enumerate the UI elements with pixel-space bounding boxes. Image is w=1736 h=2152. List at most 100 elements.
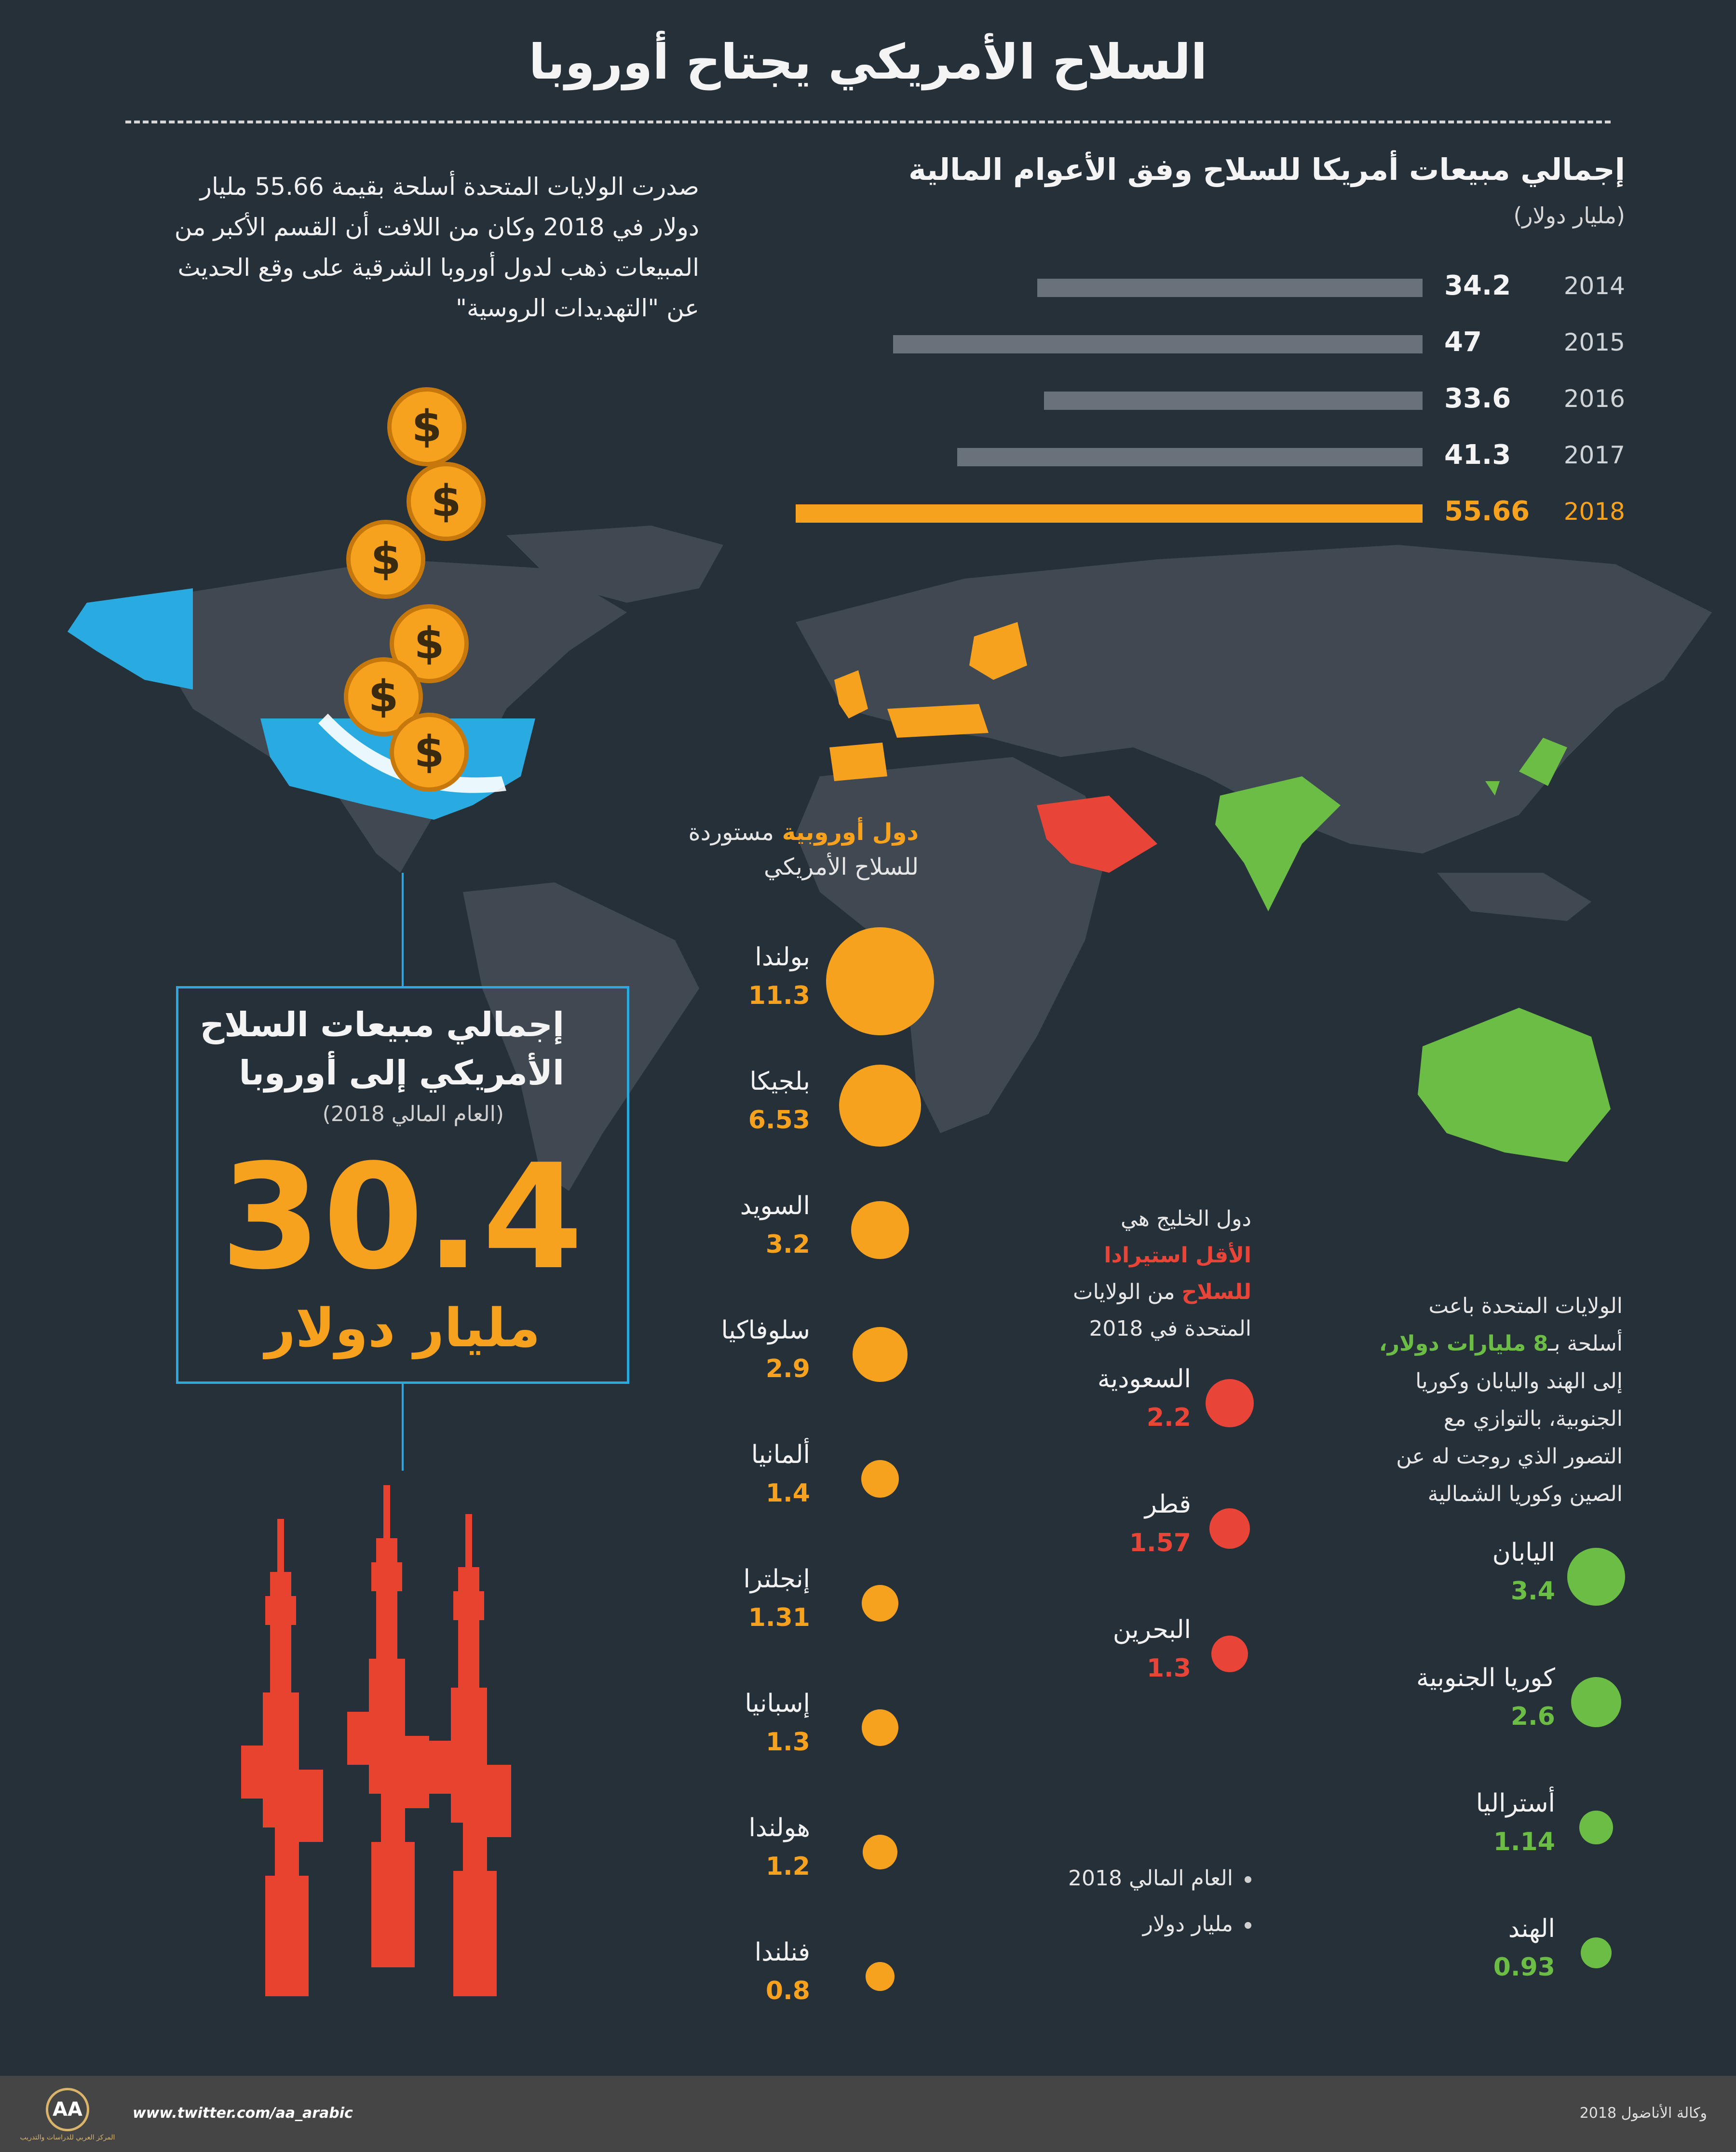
europe-bubble (851, 1201, 909, 1259)
gulf-bubble (1211, 1635, 1248, 1673)
bars-unit: (مليار دولار) (1513, 203, 1625, 229)
footer-credit: وكالة الأناضول 2018 (1579, 2105, 1707, 2122)
bar-year: 2017 (1563, 441, 1625, 469)
asia-value: 2.6 (1510, 1702, 1555, 1731)
asia-name: كوريا الجنوبية (1416, 1664, 1555, 1692)
asia-bubble (1581, 1937, 1612, 1968)
gulf-line1: دول الخليج هي (1121, 1206, 1251, 1231)
europe-bubble (826, 927, 934, 1035)
europe-name: ألمانيا (751, 1440, 810, 1469)
europe-name: إسبانيا (745, 1689, 810, 1718)
dollar-coin-icon: $ (407, 462, 486, 541)
bar-value: 55.66 (1444, 496, 1530, 527)
gulf-name: السعودية (1097, 1365, 1191, 1394)
europe-heading: دول أوروبية مستوردة للسلاح الأمريكي (688, 815, 919, 884)
europe-bubble (861, 1460, 899, 1498)
asia-name: اليابان (1492, 1538, 1555, 1567)
europe-bubble (839, 1064, 922, 1147)
gulf-bubble (1206, 1379, 1254, 1427)
asia-heading: الولايات المتحدة باعت أسلحة بـ8 مليارات … (1379, 1287, 1623, 1513)
europe-name: فنلندا (754, 1938, 810, 1967)
bar-value: 33.6 (1444, 383, 1511, 414)
intro-text: صدرت الولايات المتحدة أسلحة بقيمة 55.66 … (174, 173, 699, 322)
bar-value: 47 (1444, 326, 1482, 358)
connector-line-bottom (402, 1384, 404, 1471)
asia-bubble (1571, 1677, 1622, 1728)
dollar-coin-icon: $ (387, 387, 466, 466)
bars-title: إجمالي مبيعات أمريكا للسلاح وفق الأعوام … (908, 152, 1625, 187)
bar-year: 2018 (1563, 498, 1625, 526)
rifle-icon (241, 1485, 511, 1996)
asia-line5: التصور الذي روجت له عن (1396, 1444, 1623, 1469)
gulf-line2: الأقل استيرادا (1104, 1243, 1251, 1268)
europe-value: 2.9 (765, 1354, 810, 1383)
india (1215, 776, 1341, 911)
europe-heading-rest: مستوردة (688, 819, 774, 846)
japan-korea (1485, 738, 1567, 796)
gulf-line4: المتحدة في 2018 (1089, 1316, 1251, 1341)
bar-year: 2015 (1563, 328, 1625, 356)
bar-year: 2016 (1563, 385, 1625, 413)
gulf-value: 1.3 (1146, 1654, 1191, 1683)
box-subtitle: (العام المالي 2018) (322, 1102, 504, 1126)
asia-bubble (1567, 1548, 1625, 1606)
europe-name: سلوفاكيا (721, 1316, 810, 1345)
bar-2018 (796, 504, 1423, 523)
bar-2017 (957, 448, 1423, 466)
asia-value: 3.4 (1510, 1577, 1555, 1606)
europe-total-box (176, 986, 629, 1384)
europe-name: هولندا (748, 1814, 810, 1842)
title-divider (125, 121, 1611, 123)
asia-name: الهند (1508, 1914, 1555, 1943)
footer (0, 2076, 1736, 2152)
gulf-bubble (1209, 1508, 1250, 1549)
box-unit: مليار دولار (265, 1297, 541, 1359)
bar-2014 (1037, 279, 1423, 297)
legend-year-label: العام المالي 2018 (1068, 1866, 1233, 1891)
asia-line1: الولايات المتحدة باعت (1428, 1294, 1623, 1318)
box-number: 30.4 (220, 1133, 585, 1301)
europe-value: 1.3 (765, 1728, 810, 1757)
europe-value: 1.4 (765, 1479, 810, 1508)
asia-line2-start: أسلحة بـ (1548, 1331, 1623, 1356)
bar-2016 (1044, 392, 1423, 410)
asia-line6: الصين وكوريا الشمالية (1427, 1482, 1623, 1506)
europe-value: 11.3 (748, 981, 810, 1010)
legend-bullet (1245, 1922, 1251, 1929)
europe-bubble (861, 1584, 899, 1622)
gulf-name: قطر (1144, 1490, 1191, 1519)
dollar-coin-icon: $ (346, 520, 425, 599)
bar-2015 (893, 335, 1423, 353)
bar-year: 2014 (1563, 272, 1625, 300)
europe-bubble (862, 1834, 898, 1870)
asia-name: أستراليا (1476, 1789, 1555, 1818)
legend-unit-label: مليار دولار (1142, 1912, 1233, 1936)
footer-url[interactable]: www.twitter.com/aa_arabic (133, 2105, 353, 2122)
gulf-line3-highlight: للسلاح (1181, 1280, 1251, 1304)
gulf-name: البحرين (1112, 1615, 1191, 1644)
dollar-coin-icon: $ (390, 713, 469, 792)
europe-name: بلجيكا (749, 1067, 810, 1096)
europe-heading-line2: للسلاح الأمريكي (764, 853, 919, 880)
gulf-line3-rest: من الولايات (1073, 1280, 1175, 1304)
asia-bubble (1579, 1811, 1613, 1844)
bar-value: 41.3 (1444, 439, 1511, 471)
asia-line3: إلى الهند واليابان وكوريا (1415, 1369, 1623, 1394)
usa-alaska (68, 588, 193, 690)
asia-line4: الجنوبية، بالتوازي مع (1443, 1407, 1623, 1431)
legend-bullet (1245, 1876, 1251, 1883)
europe-value: 3.2 (765, 1230, 810, 1259)
box-title-line2: الأمريكي إلى أوروبا (239, 1053, 564, 1093)
europe-name: إنجلترا (743, 1565, 810, 1594)
legend-item-unit: مليار دولار (1143, 1912, 1251, 1936)
page-title: السلاح الأمريكي يجتاح أوروبا (529, 34, 1207, 90)
europe-bubble (853, 1327, 908, 1382)
bar-value: 34.2 (1444, 270, 1511, 301)
asia-line2-highlight: 8 مليارات دولار، (1379, 1331, 1548, 1356)
europe-name: السويد (740, 1191, 810, 1220)
australia (1418, 1008, 1611, 1162)
gulf-heading: دول الخليج هي الأقل استيرادا للسلاح من ا… (1073, 1201, 1251, 1347)
aa-logo-caption: المركز العربي للدراسات والتدريب (20, 2134, 115, 2141)
europe-bubble (866, 1962, 895, 1991)
europe-value: 6.53 (748, 1106, 810, 1135)
